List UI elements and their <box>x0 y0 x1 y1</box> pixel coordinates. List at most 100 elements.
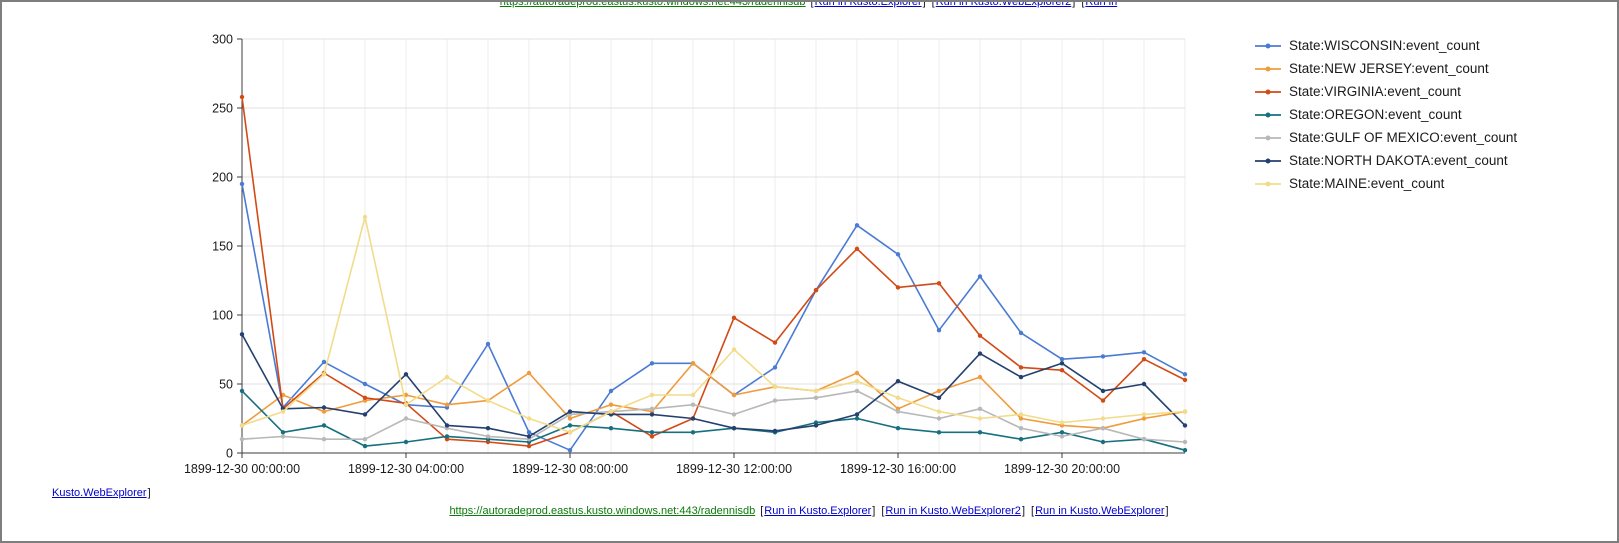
data-point <box>649 430 655 435</box>
chart-svg: 0 50 100 150 200 250 300 1899-12-30 00:00:00 189… <box>184 33 1188 476</box>
data-point <box>1059 430 1065 435</box>
data-point <box>854 412 860 417</box>
run-link[interactable]: Run in Kusto.WebExplorer <box>1035 505 1165 517</box>
legend-label: State:MAINE:event_count <box>1289 176 1445 191</box>
kusto-cluster-url[interactable]: https://autoradeprod.eastus.kusto.window… <box>449 505 756 517</box>
x-tick-label: 1899-12-30 08:00:00 <box>512 462 628 476</box>
open-bracket: [ <box>881 505 885 517</box>
series-line <box>241 390 1186 443</box>
data-point <box>895 285 901 290</box>
data-point <box>977 406 983 411</box>
open-bracket: [ <box>810 0 814 8</box>
data-point <box>1182 423 1188 428</box>
data-point <box>362 437 368 442</box>
data-point <box>362 443 368 449</box>
data-point <box>731 392 737 398</box>
data-point <box>608 388 614 394</box>
data-point <box>321 359 327 365</box>
data-point <box>567 423 573 428</box>
run-link-group: [Run in Kusto.WebExplorer2] <box>880 505 1026 517</box>
data-point <box>977 374 983 380</box>
data-point <box>239 332 245 337</box>
data-point <box>1100 354 1106 359</box>
data-point <box>1100 398 1106 403</box>
data-point <box>403 402 409 407</box>
data-point <box>280 409 286 414</box>
run-link-group: [Run in Kusto.Explorer] <box>759 505 876 517</box>
data-point <box>977 430 983 435</box>
legend: State:WISCONSIN:event_count State:NEW JER… <box>1255 34 1517 195</box>
legend-swatch <box>1255 43 1281 48</box>
run-link[interactable]: Run in Kusto.Explorer <box>764 505 872 517</box>
close-bracket: ] <box>1165 505 1169 517</box>
data-point <box>526 416 532 421</box>
data-point <box>977 274 983 279</box>
run-link[interactable]: Run in Kusto.Explorer <box>814 0 922 8</box>
kusto-cluster-url[interactable]: https://autoradeprod.eastus.kusto.window… <box>499 0 806 8</box>
data-point <box>690 416 696 421</box>
data-point <box>1059 361 1065 366</box>
data-point <box>239 181 245 187</box>
data-point <box>772 398 778 403</box>
data-point <box>854 246 860 251</box>
run-link[interactable]: Run in <box>1085 0 1118 8</box>
legend-item: State:NEW JERSEY:event_count <box>1255 57 1517 80</box>
data-point <box>813 395 819 400</box>
close-bracket: ] <box>922 0 926 8</box>
data-point <box>895 252 901 257</box>
data-point <box>239 437 245 442</box>
data-point <box>321 372 327 377</box>
data-point <box>854 379 860 384</box>
data-point <box>690 430 696 435</box>
legend-item: State:GULF OF MEXICO:event_count <box>1255 126 1517 149</box>
run-link[interactable]: Run in Kusto.WebExplorer2 <box>935 0 1072 8</box>
legend-item: State:OREGON:event_count <box>1255 103 1517 126</box>
legend-label: State:GULF OF MEXICO:event_count <box>1289 130 1518 145</box>
data-point <box>1141 350 1147 355</box>
data-point <box>690 392 696 398</box>
data-point <box>690 361 696 366</box>
data-point <box>1059 368 1065 373</box>
data-point <box>403 372 409 377</box>
legend-swatch <box>1255 181 1281 186</box>
legend-swatch <box>1255 112 1281 117</box>
data-point <box>444 402 450 407</box>
bottom-links: https://autoradeprod.eastus.kusto.window… <box>2 505 1617 517</box>
legend-label: State:VIRGINIA:event_count <box>1289 84 1461 99</box>
data-point <box>649 434 655 439</box>
x-tick-label: 1899-12-30 20:00:00 <box>1004 462 1120 476</box>
data-point <box>1018 426 1024 431</box>
x-tick-label: 1899-12-30 12:00:00 <box>676 462 792 476</box>
data-point <box>1018 330 1024 336</box>
data-point <box>1141 381 1147 387</box>
legend-swatch <box>1255 66 1281 71</box>
kusto-webexplorer-link[interactable]: Kusto.WebExplorer <box>52 487 147 499</box>
chart-area: 0 50 100 150 200 250 300 1899-12-30 00:00:00 189… <box>180 26 1200 505</box>
data-point <box>772 384 778 389</box>
close-bracket: ] <box>1072 0 1076 8</box>
data-point <box>977 333 983 338</box>
data-point <box>403 439 409 445</box>
data-point <box>1059 434 1065 439</box>
x-tick-label: 1899-12-30 04:00:00 <box>348 462 464 476</box>
data-point <box>321 405 327 410</box>
data-point <box>403 416 409 421</box>
run-link-group: [Run in <box>1080 0 1119 8</box>
data-point <box>1018 416 1024 421</box>
data-point <box>567 416 573 421</box>
data-point <box>936 395 942 400</box>
y-tick-label: 50 <box>219 378 233 392</box>
data-point <box>936 388 942 394</box>
run-link[interactable]: Run in Kusto.WebExplorer2 <box>885 505 1021 517</box>
data-point <box>895 395 901 400</box>
bracket: ] <box>147 487 151 499</box>
data-point <box>1100 416 1106 421</box>
legend-item: State:WISCONSIN:event_count <box>1255 34 1517 57</box>
data-point <box>813 423 819 428</box>
data-point <box>772 428 778 434</box>
x-tick-label: 1899-12-30 00:00:00 <box>184 462 300 476</box>
data-point <box>1018 365 1024 370</box>
legend-label: State:NORTH DAKOTA:event_count <box>1289 153 1508 168</box>
data-point <box>731 315 737 320</box>
